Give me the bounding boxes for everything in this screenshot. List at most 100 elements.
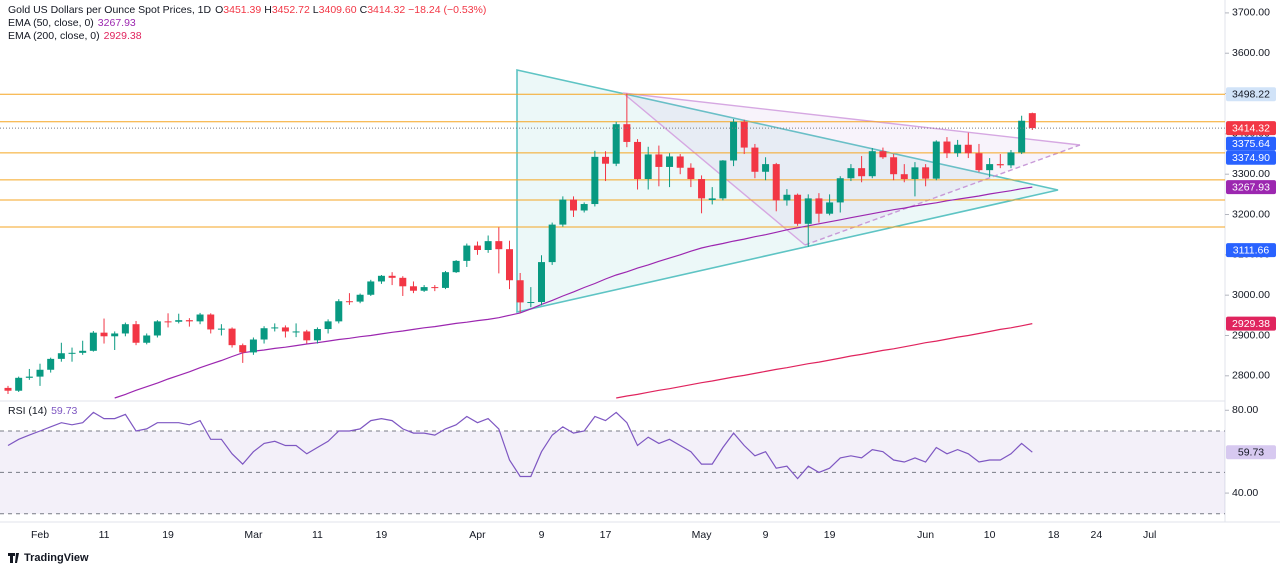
candle-body <box>399 277 407 287</box>
candle-body <box>281 327 289 332</box>
x-tick-label: 9 <box>763 529 769 541</box>
candle-body <box>1007 152 1015 166</box>
candle-body <box>260 328 268 340</box>
candle-body <box>580 204 588 211</box>
candle-body <box>687 167 695 180</box>
candle-body <box>783 194 791 201</box>
brand-logo <box>8 553 19 563</box>
trendline <box>622 92 806 246</box>
candle-body <box>879 151 887 158</box>
candle-body <box>932 141 940 179</box>
candle-body <box>762 164 770 172</box>
legend-header: Gold US Dollars per Ounce Spot Prices, 1… <box>8 4 490 17</box>
y-tick-label: 3700.00 <box>1232 7 1270 19</box>
axis-badge <box>1226 180 1276 195</box>
candle-body <box>217 328 225 330</box>
candle-body <box>954 144 962 154</box>
candle-body <box>943 141 951 154</box>
candle-body <box>804 198 812 224</box>
y-tick-label: 3600.00 <box>1232 47 1270 59</box>
brand-text: TradingView <box>24 552 89 564</box>
ohlc-prefix: H <box>264 4 272 16</box>
candle-body <box>100 332 108 337</box>
candle-body <box>377 275 385 282</box>
candle-body <box>495 241 503 250</box>
candle-body <box>441 272 449 288</box>
rsi-badge <box>1226 445 1276 460</box>
candle-body <box>719 160 727 199</box>
ohlc-item: O3451.39 <box>215 4 261 16</box>
axis-badge <box>1226 87 1276 102</box>
candle-body <box>303 331 311 341</box>
y-tick-label: 2800.00 <box>1232 370 1270 382</box>
legend-row: EMA (50, close, 0) 3267.93 <box>8 17 490 30</box>
candle-body <box>185 320 193 322</box>
x-tick-label: 11 <box>312 529 323 541</box>
candle-body <box>826 202 834 214</box>
candle-body <box>548 224 556 263</box>
candle-body <box>249 339 257 353</box>
x-tick-label: 18 <box>1048 529 1060 541</box>
ohlc-item: C3414.32 <box>360 4 406 16</box>
y-tick-label: 3300.00 <box>1232 168 1270 180</box>
axis-badge-label: 3374.90 <box>1232 152 1270 164</box>
candle-body <box>655 154 663 167</box>
candle-body <box>1028 113 1036 129</box>
axis-badge <box>1226 150 1276 165</box>
candle-body <box>420 287 428 291</box>
candle-body <box>356 294 364 302</box>
x-tick-label: 19 <box>824 529 836 541</box>
candle-body <box>271 327 279 329</box>
candle-body <box>890 157 898 175</box>
candle-body <box>153 321 161 336</box>
candle-body <box>922 167 930 179</box>
candle-body <box>644 154 652 180</box>
candle-body <box>57 353 65 359</box>
candle-body <box>527 302 535 304</box>
x-tick-label: 11 <box>99 529 110 541</box>
candle-body <box>847 168 855 179</box>
candle-body <box>964 144 972 154</box>
candle-body <box>911 167 919 180</box>
legend-name: EMA (50, close, 0) <box>8 17 94 29</box>
candle-body <box>751 147 759 172</box>
candle-body <box>463 245 471 261</box>
candle-body <box>975 153 983 171</box>
candle-body <box>111 333 119 337</box>
candle-body <box>431 287 439 289</box>
candle-body <box>1018 120 1026 153</box>
candle-body <box>313 329 321 341</box>
y-tick-label: 3200.00 <box>1232 208 1270 220</box>
candle-body <box>345 301 353 303</box>
ohlc-prefix: O <box>215 4 224 16</box>
candle-body <box>335 301 343 322</box>
legend-value: 2929.38 <box>103 30 142 42</box>
candle-body <box>207 314 215 330</box>
candle-body <box>708 198 716 200</box>
axis-badge-label: 3111.66 <box>1233 244 1270 256</box>
x-tick-label: 19 <box>162 529 174 541</box>
x-tick-label: Feb <box>31 529 49 541</box>
x-tick-label: 9 <box>539 529 545 541</box>
candle-body <box>516 280 524 303</box>
rsi-y-tick-label: 80.00 <box>1232 404 1258 416</box>
x-tick-label: 24 <box>1090 529 1102 541</box>
trendline <box>622 92 1081 146</box>
y-tick-label: 3000.00 <box>1232 289 1270 301</box>
candle-body <box>698 179 706 199</box>
axis-badge-label: 3375.64 <box>1232 138 1270 150</box>
candle-body <box>996 164 1004 166</box>
ohlc-prefix: L <box>312 4 319 16</box>
y-tick-label: 2900.00 <box>1232 329 1270 341</box>
x-tick-label: Jul <box>1143 529 1156 541</box>
triangle-drawing <box>516 69 1059 314</box>
candle-body <box>15 377 23 391</box>
axis-badge-label: 3498.22 <box>1232 89 1270 101</box>
rsi-badge-label: 59.73 <box>1238 447 1264 459</box>
candle-body <box>730 121 738 161</box>
ohlc-value: 3409.60 <box>318 4 357 16</box>
candle-body <box>836 178 844 203</box>
candle-body <box>239 345 247 353</box>
x-tick-label: 17 <box>600 529 612 541</box>
